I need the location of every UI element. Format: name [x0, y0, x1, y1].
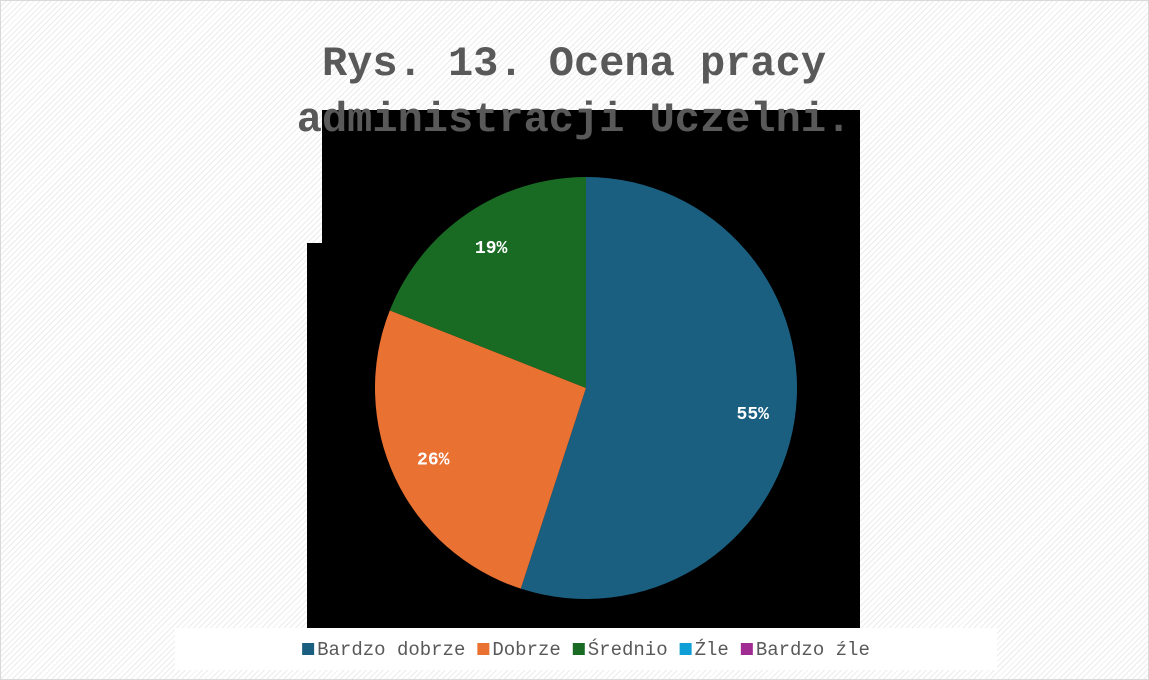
legend-box [175, 628, 997, 670]
legend-swatch [477, 643, 490, 655]
legend-swatch [572, 643, 585, 655]
data-label: 19% [475, 239, 508, 259]
legend-label: Bardzo źle [756, 639, 870, 661]
legend-swatch [679, 643, 692, 655]
legend-label: Bardzo dobrze [317, 639, 465, 661]
legend-label: Źle [695, 639, 729, 661]
chart-title: Rys. 13. Ocena pracy administracji Uczeln… [297, 40, 852, 144]
legend-label: Średnio [588, 639, 668, 661]
pie-slice [375, 310, 586, 589]
chart-title-line: administracji Uczelni. [297, 96, 852, 144]
data-label: 55% [737, 405, 770, 425]
pie-slice [520, 177, 797, 599]
chart-title-line: Rys. 13. Ocena pracy [322, 40, 826, 88]
legend-swatch [302, 643, 315, 655]
legend: Bardzo dobrze Dobrze Średnio Źle Bardzo źle [302, 639, 870, 661]
legend-swatch [740, 643, 753, 655]
legend-label: Dobrze [492, 639, 560, 661]
pie-slice [389, 177, 586, 388]
data-label: 26% [417, 451, 450, 471]
